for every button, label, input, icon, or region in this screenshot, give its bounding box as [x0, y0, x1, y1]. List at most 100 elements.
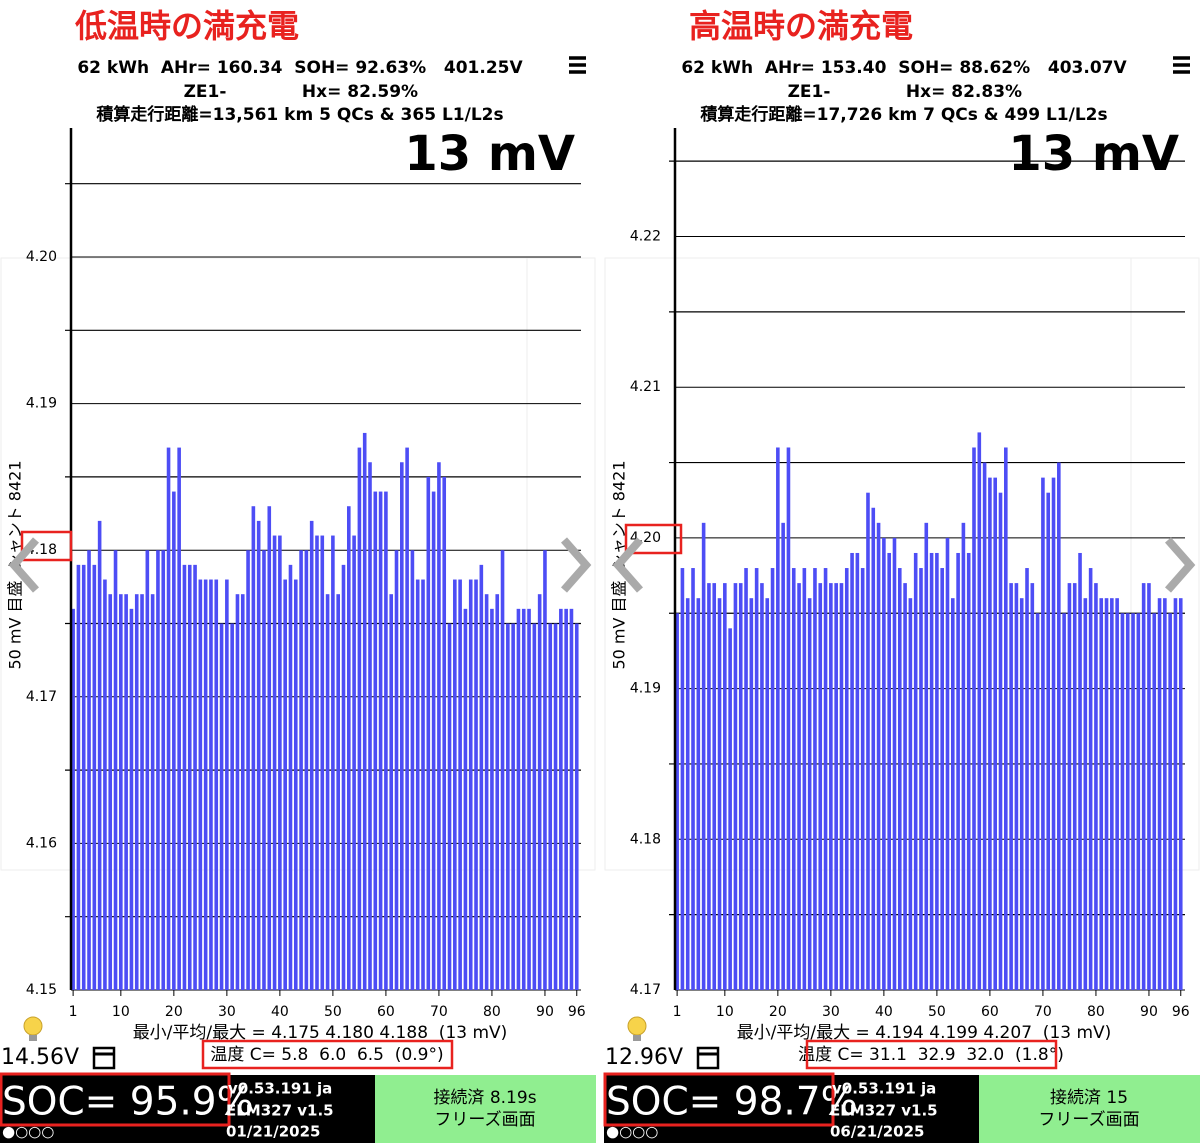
cell-bar	[680, 568, 685, 990]
cell-delta: 13 mV	[1008, 126, 1179, 182]
battery-12v: 14.56V	[1, 1045, 79, 1070]
cell-bar	[240, 594, 245, 990]
cell-bar	[166, 447, 171, 990]
y-tick-label: 4.22	[630, 229, 661, 245]
cell-bar	[765, 598, 770, 990]
cell-bar	[1141, 583, 1146, 990]
x-tick-label: 96	[1172, 1004, 1190, 1020]
cell-bar	[1041, 477, 1045, 990]
cell-bar	[929, 552, 934, 990]
cell-bar	[415, 579, 420, 990]
cell-bar	[1147, 583, 1151, 990]
cell-bar	[1178, 598, 1183, 990]
y-tick-label: 4.20	[26, 249, 57, 265]
cell-bar	[527, 608, 531, 990]
cell-bar	[548, 623, 553, 990]
cell-bar	[447, 623, 452, 990]
cell-bar	[389, 594, 394, 990]
cell-bar	[225, 579, 229, 990]
cell-bar	[574, 623, 579, 990]
connect-button[interactable]	[375, 1075, 596, 1143]
prev-arrow[interactable]	[612, 537, 644, 593]
cell-bar	[119, 594, 123, 990]
cell-bar	[913, 552, 918, 990]
y-tick-label: 4.16	[26, 835, 57, 851]
cell-bar	[850, 552, 854, 990]
cell-bar	[262, 550, 266, 990]
bulb-base	[633, 1035, 641, 1041]
cell-bar	[998, 492, 1003, 990]
cell-bar	[882, 537, 886, 990]
cell-bar	[320, 535, 325, 990]
connect-button[interactable]	[979, 1075, 1200, 1143]
cell-bar	[187, 564, 192, 990]
cell-bar	[172, 491, 176, 990]
battery-info: 62 kWh AHr= 153.40 SOH= 88.62% 403.07V	[681, 58, 1127, 78]
status-bar	[0, 1075, 375, 1143]
cell-bar	[352, 535, 356, 990]
cell-bar	[103, 579, 107, 990]
cell-bar	[691, 568, 695, 990]
cell-bar	[1067, 583, 1072, 990]
cell-bar	[251, 506, 256, 990]
cell-bar	[468, 579, 473, 990]
cell-bar	[156, 550, 160, 990]
x-tick-label: 1	[673, 1004, 682, 1020]
y-tick-label: 4.18	[630, 831, 661, 847]
cell-bar	[972, 447, 976, 990]
prev-arrow[interactable]	[8, 537, 40, 593]
next-arrow[interactable]	[560, 537, 592, 593]
cell-bar	[511, 623, 515, 990]
y-tick-label: 4.15	[26, 982, 57, 998]
highlight-box	[20, 530, 73, 562]
cell-bar	[1019, 598, 1024, 990]
x-tick-label: 70	[1034, 1004, 1052, 1020]
cell-bar	[1173, 598, 1178, 990]
cell-bar	[304, 550, 309, 990]
x-tick-label: 90	[1140, 1004, 1158, 1020]
x-tick-label: 40	[875, 1004, 893, 1020]
cell-bar	[198, 579, 203, 990]
calendar-icon[interactable]	[92, 1046, 116, 1070]
temperature: 温度 C= 31.1 32.9 32.0 (1.8°)	[798, 1045, 1064, 1065]
cell-bar	[1131, 613, 1135, 990]
cell-bar	[818, 583, 823, 990]
cell-bar	[701, 522, 706, 990]
cell-bar	[1104, 598, 1109, 990]
cell-bar	[521, 608, 526, 990]
cell-bar	[325, 594, 330, 990]
temperature-box	[805, 1039, 1058, 1070]
cell-bar	[1025, 568, 1029, 990]
cell-bar	[1051, 477, 1056, 990]
cell-bar	[770, 568, 775, 990]
page-dots: ●○○○	[2, 1123, 54, 1141]
cell-bar	[97, 520, 102, 990]
y-tick-label: 4.17	[630, 982, 661, 998]
cell-bar	[431, 491, 436, 990]
cell-bar	[81, 564, 86, 990]
temperature: 温度 C= 5.8 6.0 6.5 (0.9°)	[210, 1045, 443, 1065]
cell-bar	[124, 594, 128, 990]
cell-bar	[400, 462, 404, 991]
next-arrow[interactable]	[1164, 537, 1196, 593]
cell-bar	[860, 568, 865, 990]
cell-bar	[876, 522, 881, 990]
cell-bar	[977, 432, 982, 990]
cell-bar	[341, 564, 346, 990]
battery-info: 62 kWh AHr= 160.34 SOH= 92.63% 401.25V	[77, 58, 523, 78]
y-tick-label: 4.17	[26, 689, 57, 705]
cell-bar	[76, 564, 81, 990]
cell-bar	[1046, 492, 1051, 990]
cell-bar	[437, 462, 441, 991]
cell-bar	[707, 583, 711, 990]
cell-bar	[839, 583, 844, 990]
highlight-box	[624, 523, 683, 555]
cell-bar	[1110, 598, 1114, 990]
cell-bar	[357, 447, 362, 990]
cell-bar	[256, 520, 261, 990]
cell-bar	[331, 535, 335, 990]
calendar-icon[interactable]	[696, 1046, 720, 1070]
cell-bar	[797, 583, 801, 990]
cell-bar	[924, 522, 929, 990]
cell-bar	[495, 594, 500, 990]
